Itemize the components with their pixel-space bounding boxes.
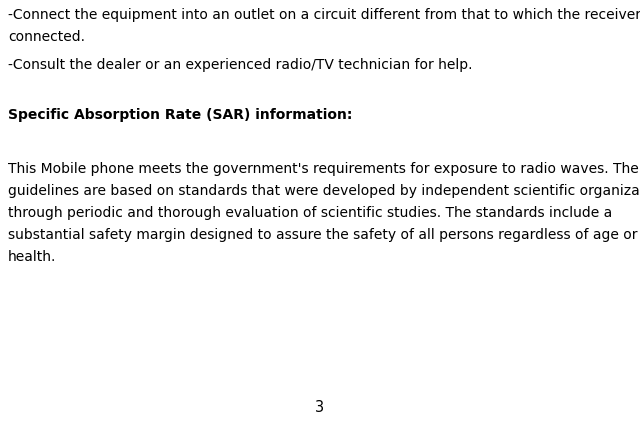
Text: -Consult the dealer or an experienced radio/TV technician for help.: -Consult the dealer or an experienced ra… (8, 58, 472, 72)
Text: substantial safety margin designed to assure the safety of all persons regardles: substantial safety margin designed to as… (8, 228, 637, 242)
Text: health.: health. (8, 250, 56, 264)
Text: Specific Absorption Rate (SAR) information:: Specific Absorption Rate (SAR) informati… (8, 108, 353, 122)
Text: through periodic and thorough evaluation of scientific studies. The standards in: through periodic and thorough evaluation… (8, 206, 612, 220)
Text: -Connect the equipment into an outlet on a circuit different from that to which : -Connect the equipment into an outlet on… (8, 8, 640, 22)
Text: connected.: connected. (8, 30, 85, 44)
Text: 3: 3 (316, 400, 324, 415)
Text: This Mobile phone meets the government's requirements for exposure to radio wave: This Mobile phone meets the government's… (8, 162, 639, 176)
Text: guidelines are based on standards that were developed by independent scientific : guidelines are based on standards that w… (8, 184, 640, 198)
